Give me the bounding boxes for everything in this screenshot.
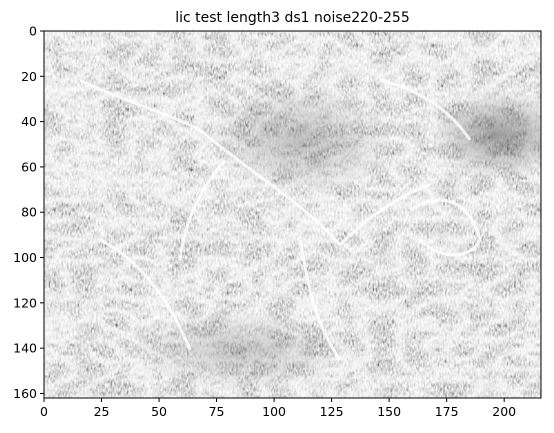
x-tick-label: 175 bbox=[435, 404, 459, 419]
y-axis-ticks: 0 20 40 60 80 100 120 140 160 bbox=[13, 24, 44, 401]
y-tick-label: 160 bbox=[13, 386, 37, 401]
axes-frame bbox=[43, 30, 542, 399]
chart-title: lic test length3 ds1 noise220-255 bbox=[175, 10, 410, 26]
x-tick-label: 25 bbox=[94, 404, 110, 419]
x-tick-label: 150 bbox=[377, 404, 401, 419]
y-tick-label: 40 bbox=[21, 114, 37, 129]
x-tick-label: 200 bbox=[492, 404, 516, 419]
y-tick-label: 60 bbox=[21, 159, 37, 174]
dark-region-lower bbox=[130, 310, 350, 390]
y-tick-label: 140 bbox=[13, 341, 37, 356]
x-tick-label: 50 bbox=[151, 404, 167, 419]
white-contour-lines bbox=[79, 78, 482, 361]
dark-region-upper-right bbox=[430, 90, 541, 180]
x-tick-label: 125 bbox=[320, 404, 344, 419]
x-tick-label: 0 bbox=[40, 404, 48, 419]
y-tick-label: 80 bbox=[21, 205, 37, 220]
plot-area bbox=[44, 31, 541, 398]
x-tick-label: 100 bbox=[262, 404, 286, 419]
x-tick-label: 75 bbox=[209, 404, 225, 419]
dark-region-center bbox=[205, 85, 395, 195]
y-tick-label: 20 bbox=[21, 69, 37, 84]
y-tick-label: 0 bbox=[29, 24, 37, 39]
x-axis-ticks: 0 25 50 75 100 125 150 175 200 bbox=[40, 398, 516, 419]
y-tick-label: 100 bbox=[13, 250, 37, 265]
y-tick-label: 120 bbox=[13, 295, 37, 310]
